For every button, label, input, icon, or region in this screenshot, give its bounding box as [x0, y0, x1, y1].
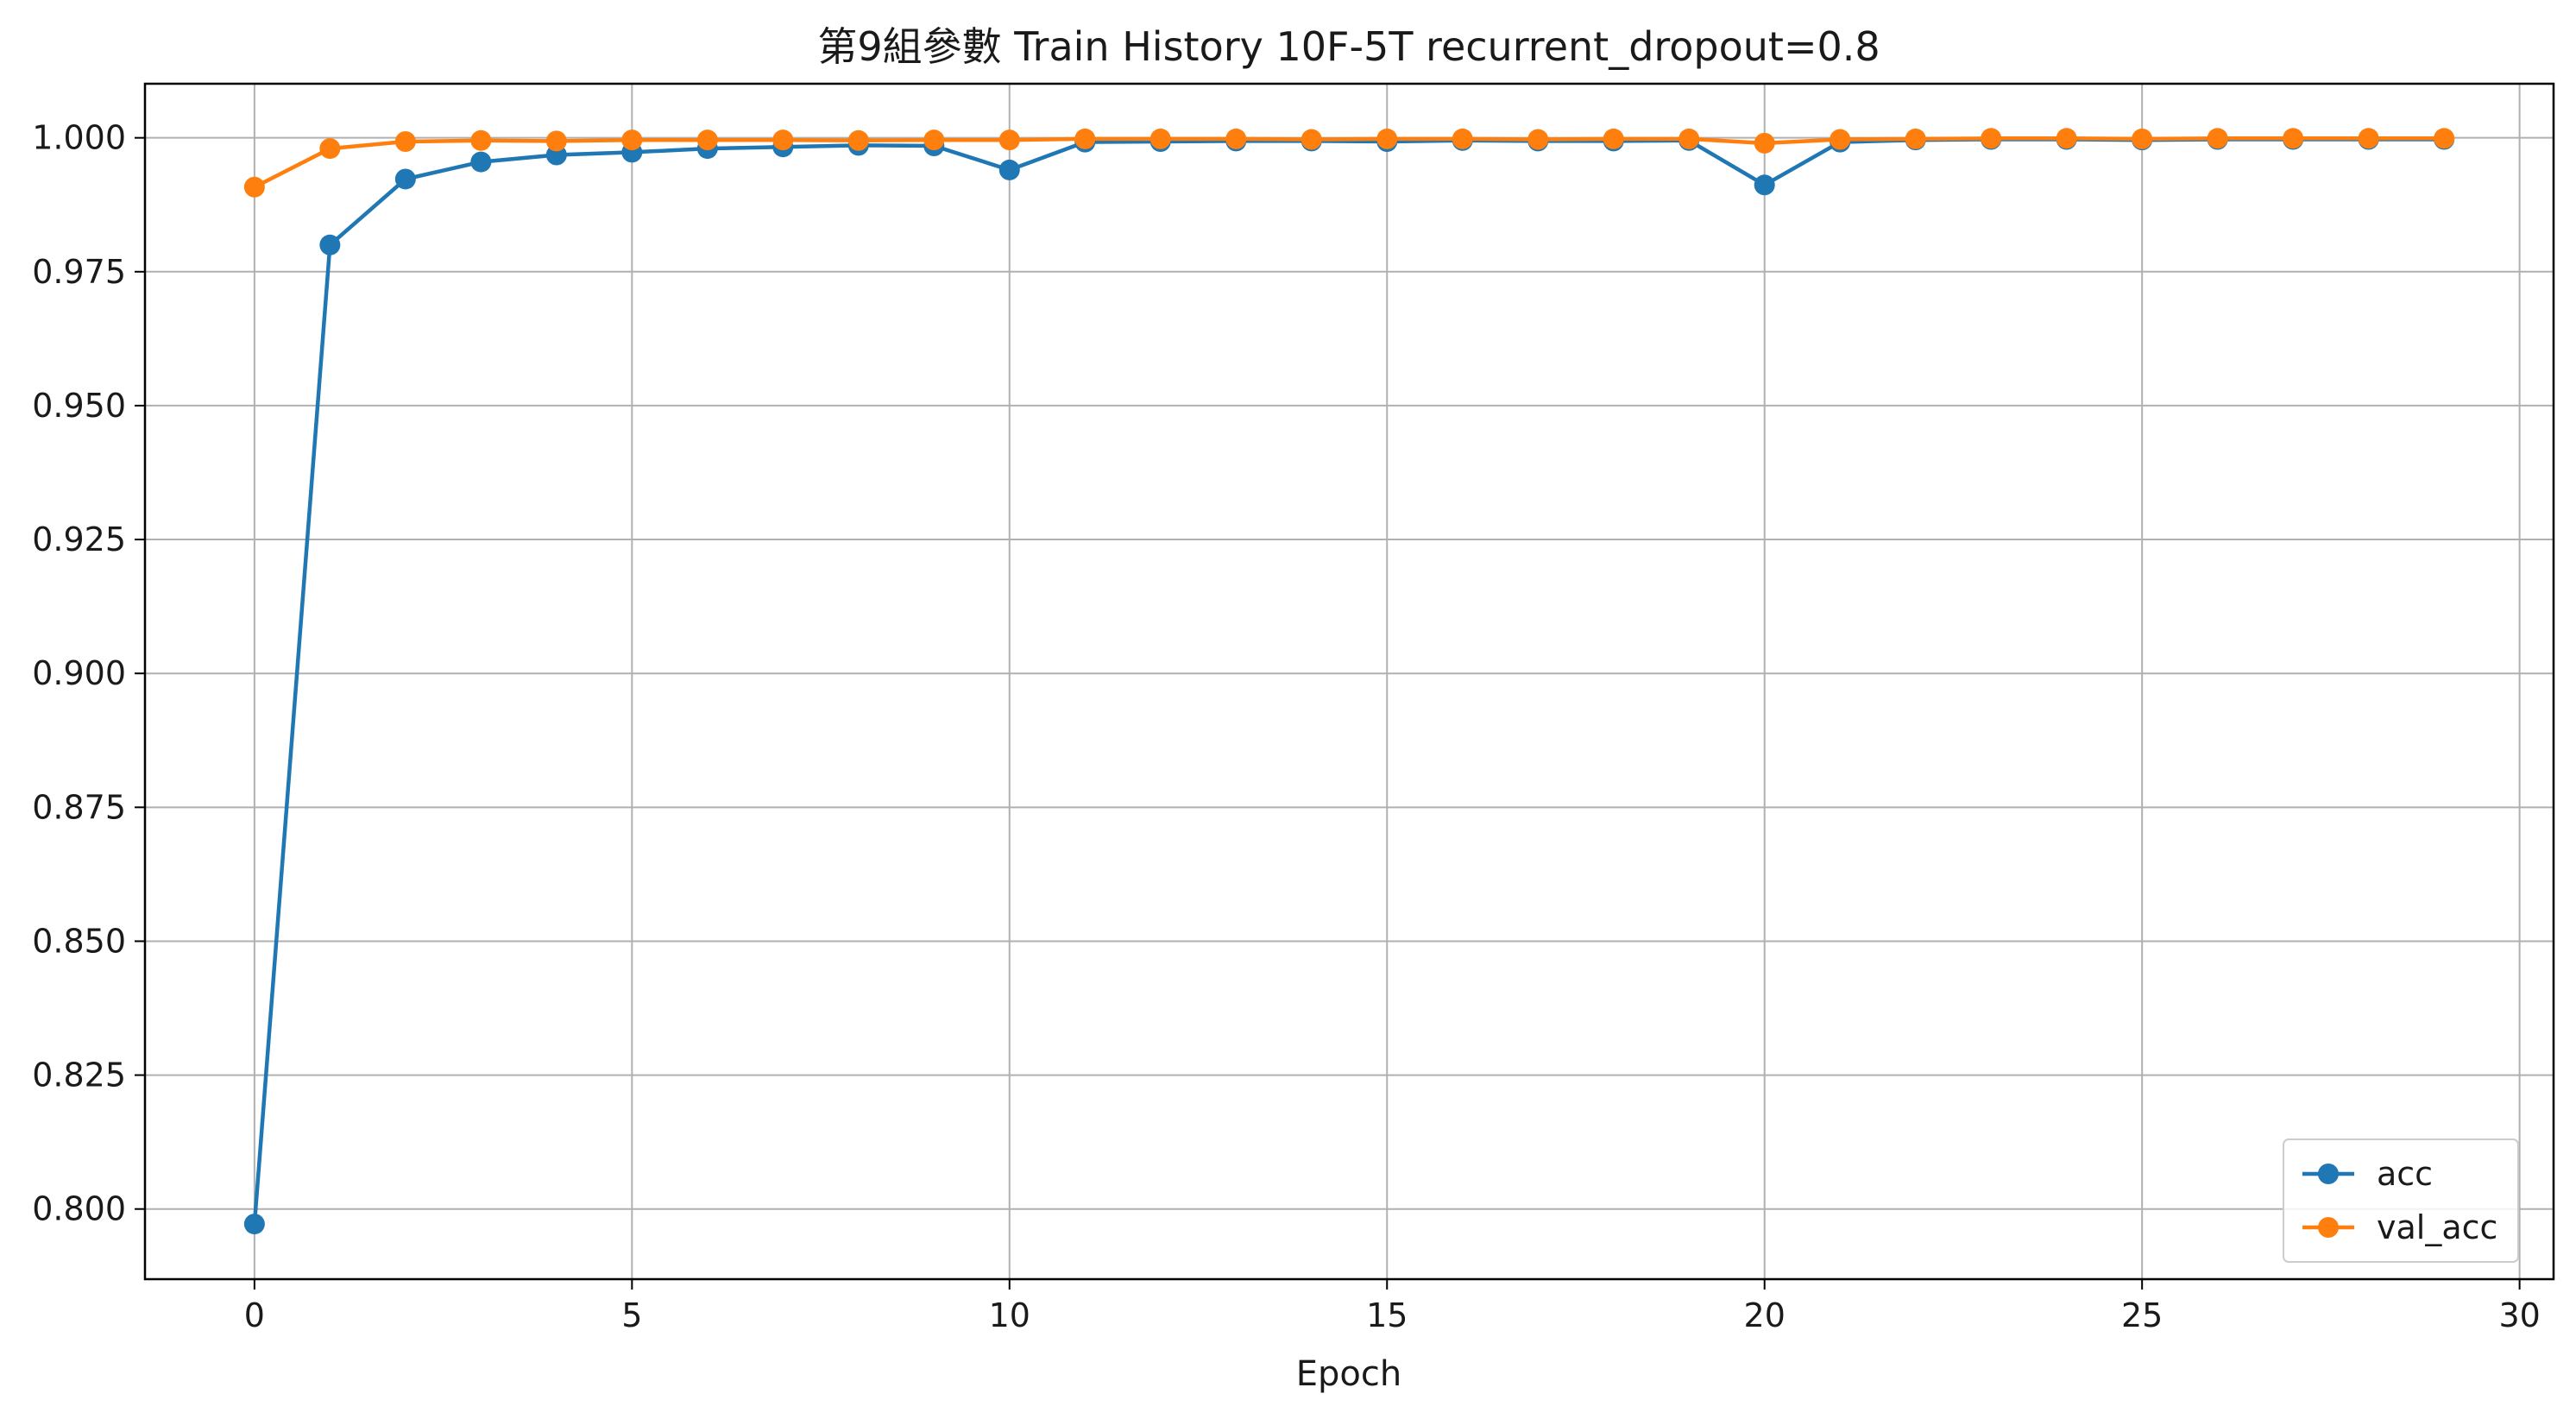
- y-tick-label: 0.850: [32, 922, 126, 960]
- data-point-acc: [243, 1214, 265, 1235]
- x-tick-label: 25: [2121, 1296, 2163, 1334]
- grid-lines: [145, 84, 2554, 1279]
- series-layer: [243, 128, 2455, 1235]
- data-point-val_acc: [1376, 128, 1398, 149]
- legend-marker-val_acc: [2318, 1217, 2339, 1238]
- data-point-val_acc: [2132, 128, 2153, 149]
- data-point-acc: [319, 234, 341, 255]
- x-tick-label: 10: [989, 1296, 1030, 1334]
- data-point-val_acc: [2283, 128, 2304, 149]
- data-point-val_acc: [319, 138, 341, 160]
- data-point-val_acc: [2056, 128, 2077, 149]
- data-point-val_acc: [1678, 128, 1700, 149]
- data-point-val_acc: [696, 129, 718, 151]
- y-tick-label: 0.950: [32, 387, 126, 425]
- legend-box: [2283, 1138, 2519, 1263]
- data-point-val_acc: [545, 130, 567, 152]
- plot-frame: [143, 82, 2555, 1281]
- data-point-val_acc: [243, 176, 265, 198]
- data-point-acc: [1754, 174, 1775, 196]
- x-tick-label: 0: [244, 1296, 265, 1334]
- data-point-val_acc: [1149, 128, 1171, 149]
- y-tick-label: 0.800: [32, 1190, 126, 1228]
- data-point-val_acc: [1225, 128, 1247, 149]
- y-tick-label: 0.975: [32, 253, 126, 291]
- data-point-val_acc: [1452, 128, 1473, 149]
- data-point-val_acc: [2434, 128, 2455, 149]
- legend-marker-acc: [2318, 1164, 2339, 1184]
- data-point-val_acc: [923, 129, 945, 151]
- data-point-acc: [470, 151, 492, 173]
- axis-ticks: 0 5 10 15 20 25 30 0.800 0.825 0.850 0.875 0.900 0.9…: [32, 119, 2541, 1334]
- data-point-val_acc: [998, 129, 1020, 151]
- y-tick-label: 0.900: [32, 654, 126, 692]
- series-line-val_acc: [253, 136, 2445, 189]
- legend: acc val_acc: [2283, 1138, 2519, 1263]
- data-point-val_acc: [1301, 129, 1322, 150]
- legend-label-val_acc: val_acc: [2377, 1208, 2497, 1246]
- data-point-val_acc: [2207, 128, 2228, 149]
- data-point-val_acc: [621, 129, 643, 151]
- x-tick-label: 5: [621, 1296, 642, 1334]
- x-tick-label: 15: [1366, 1296, 1408, 1334]
- data-point-val_acc: [2358, 128, 2379, 149]
- data-point-val_acc: [772, 129, 794, 151]
- data-point-val_acc: [1830, 129, 1851, 150]
- data-point-val_acc: [470, 129, 492, 151]
- y-tick-label: 0.875: [32, 788, 126, 826]
- x-tick-label: 30: [2498, 1296, 2540, 1334]
- y-tick-label: 1.000: [32, 119, 126, 157]
- data-point-val_acc: [1527, 129, 1549, 150]
- data-point-val_acc: [394, 131, 416, 153]
- data-point-acc: [394, 168, 416, 190]
- chart-title: 第9組參數 Train History 10F-5T recurrent_dro…: [817, 23, 1880, 70]
- x-axis-label: Epoch: [1296, 1354, 1401, 1394]
- data-point-val_acc: [1981, 128, 2002, 149]
- data-point-val_acc: [1603, 128, 1624, 149]
- y-tick-label: 0.825: [32, 1056, 126, 1094]
- data-point-val_acc: [847, 129, 869, 151]
- y-tick-label: 0.925: [32, 520, 126, 558]
- data-point-val_acc: [1074, 128, 1096, 149]
- legend-label-acc: acc: [2377, 1155, 2433, 1193]
- data-point-val_acc: [1754, 132, 1775, 154]
- data-point-acc: [998, 159, 1020, 180]
- x-tick-label: 20: [1744, 1296, 1786, 1334]
- data-point-val_acc: [1905, 128, 1926, 149]
